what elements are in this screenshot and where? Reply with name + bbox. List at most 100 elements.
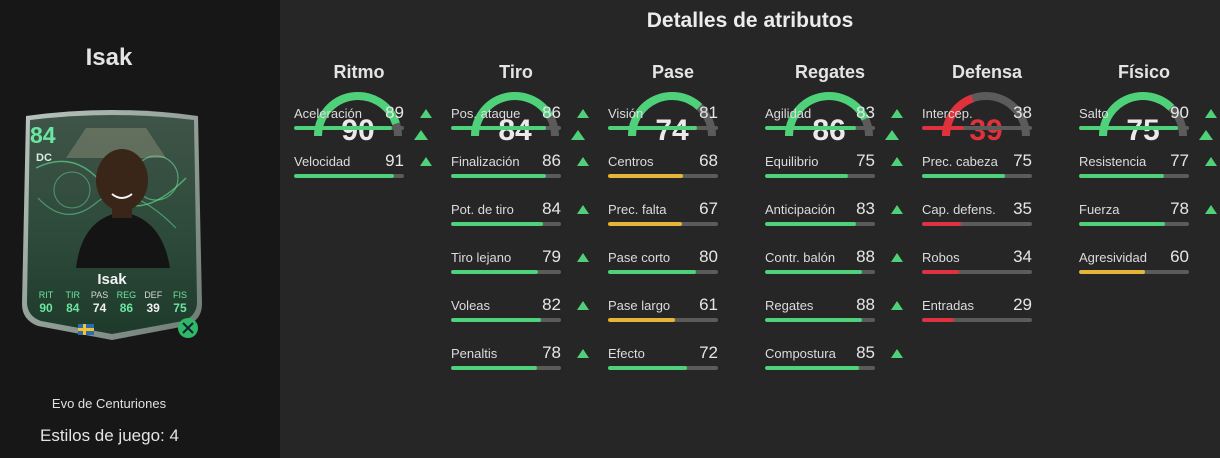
card-stat-value: 84 xyxy=(66,301,80,315)
attribute-bar xyxy=(294,126,404,130)
attribute-bar-fill xyxy=(765,222,857,226)
attribute-row: Centros 68 xyxy=(608,151,764,202)
upgrade-arrow-icon xyxy=(420,109,432,118)
attribute-value: 90 xyxy=(1170,103,1189,122)
attribute-value: 88 xyxy=(856,295,875,314)
attribute-name: Equilibrio xyxy=(765,154,819,169)
attribute-bar-fill xyxy=(922,126,964,130)
attribute-bar xyxy=(608,126,718,130)
attribute-value: 34 xyxy=(1013,247,1032,266)
attribute-value: 35 xyxy=(1013,199,1032,218)
category-value: 75 xyxy=(1126,114,1159,147)
attribute-bar xyxy=(922,318,1032,322)
attribute-value: 91 xyxy=(385,151,404,170)
category-value: 84 xyxy=(498,114,532,147)
attribute-bar-fill xyxy=(608,126,698,130)
card-stat-label: TIR xyxy=(65,290,81,300)
attribute-name: Pot. de tiro xyxy=(451,202,514,217)
attribute-bar xyxy=(1079,126,1189,130)
attribute-name: Prec. cabeza xyxy=(922,154,998,169)
attribute-value: 61 xyxy=(699,295,718,314)
upgrade-arrow-icon xyxy=(1205,109,1217,118)
attribute-value: 85 xyxy=(856,343,875,362)
player-name: Isak xyxy=(85,44,133,71)
attribute-bar xyxy=(451,222,561,226)
upgrade-arrow-icon xyxy=(891,205,903,214)
attribute-bar xyxy=(1079,222,1189,226)
attribute-row: Robos 34 xyxy=(922,247,1078,298)
attribute-name: Pase largo xyxy=(608,298,671,313)
attribute-bar xyxy=(922,222,1032,226)
attribute-bar-fill xyxy=(1079,126,1178,130)
attribute-bar-fill xyxy=(922,270,960,274)
attribute-row: Efecto 72 xyxy=(608,343,764,394)
attribute-row: Aceleración 89 xyxy=(294,103,450,154)
attribute-name: Fuerza xyxy=(1079,202,1120,217)
card-stat-label: RIT xyxy=(38,290,54,300)
upgrade-arrow-icon xyxy=(891,157,903,166)
attribute-row: Velocidad 91 xyxy=(294,151,450,202)
category-gauge: 84 xyxy=(471,92,559,147)
attribute-name: Tiro lejano xyxy=(451,250,512,265)
attribute-value: 68 xyxy=(699,151,718,170)
card-stats: RIT 90 TIR 84 PAS 74 REG 86 DEF 39 FIS 75 xyxy=(34,290,192,315)
attribute-value: 67 xyxy=(699,199,718,218)
attribute-bar xyxy=(451,366,561,370)
attribute-name: Salto xyxy=(1079,106,1109,121)
attribute-value: 75 xyxy=(856,151,875,170)
attribute-bar-fill xyxy=(451,318,542,322)
upgrade-arrow-icon xyxy=(414,130,428,140)
attribute-bar xyxy=(608,174,718,178)
attribute-bar-fill xyxy=(451,174,546,178)
attribute-name: Prec. falta xyxy=(608,202,667,217)
card-stat-value: 74 xyxy=(92,301,107,315)
upgrade-arrow-icon xyxy=(577,253,589,262)
attribute-bar xyxy=(1079,174,1189,178)
attribute-bar xyxy=(765,366,875,370)
card-rating: 84 xyxy=(30,122,56,148)
attribute-row: Fuerza 78 xyxy=(1079,199,1220,250)
category-value: 86 xyxy=(812,114,845,147)
attribute-bar-fill xyxy=(922,222,961,226)
attribute-bar-fill xyxy=(608,318,676,322)
attribute-row: Visión 81 xyxy=(608,103,764,154)
attribute-bar-fill xyxy=(451,126,546,130)
player-card[interactable]: 84 DC Isak RIT 90 TIR 84 PAS 74 REG 86 DEF 39 FIS 7… xyxy=(16,108,208,340)
attribute-name: Intercep. xyxy=(922,106,973,121)
attribute-value: 83 xyxy=(856,199,875,218)
attribute-value: 29 xyxy=(1013,295,1032,314)
category-name: Regates xyxy=(794,62,866,82)
upgrade-arrow-icon xyxy=(571,130,585,140)
attribute-bar-fill xyxy=(608,222,682,226)
category-gauge: 75 xyxy=(1099,92,1187,147)
playstyles-count[interactable]: Estilos de juego: 4 xyxy=(40,426,179,445)
attribute-row: Pase largo 61 xyxy=(608,295,764,346)
attribute-value: 80 xyxy=(699,247,718,266)
attribute-bar-fill xyxy=(294,126,392,130)
attribute-bar xyxy=(765,318,875,322)
attribute-value: 81 xyxy=(699,103,718,122)
gauge-fill xyxy=(1099,92,1175,137)
upgrade-arrow-icon xyxy=(1205,157,1217,166)
upgrade-arrow-icon xyxy=(891,349,903,358)
category-value: 39 xyxy=(969,114,1002,147)
attribute-name: Finalización xyxy=(451,154,520,169)
attribute-bar xyxy=(765,270,875,274)
card-stat-def: DEF 39 xyxy=(141,290,165,315)
attribute-value: 72 xyxy=(699,343,718,362)
category-gauge: 74 xyxy=(628,92,716,147)
attribute-row: Agilidad 83 xyxy=(765,103,921,154)
attribute-bar xyxy=(451,174,561,178)
attribute-bar-fill xyxy=(608,174,683,178)
attribute-row: Contr. balón 88 xyxy=(765,247,921,298)
upgrade-arrow-icon xyxy=(577,349,589,358)
upgrade-arrow-icon xyxy=(577,301,589,310)
attribute-value: 84 xyxy=(542,199,561,218)
card-stat-label: FIS xyxy=(172,290,187,300)
attribute-value: 78 xyxy=(1170,199,1189,218)
attribute-name: Entradas xyxy=(922,298,975,313)
card-position: DC xyxy=(36,152,52,164)
attribute-row: Regates 88 xyxy=(765,295,921,346)
attribute-name: Robos xyxy=(922,250,960,265)
category-name: Tiro xyxy=(499,62,533,82)
